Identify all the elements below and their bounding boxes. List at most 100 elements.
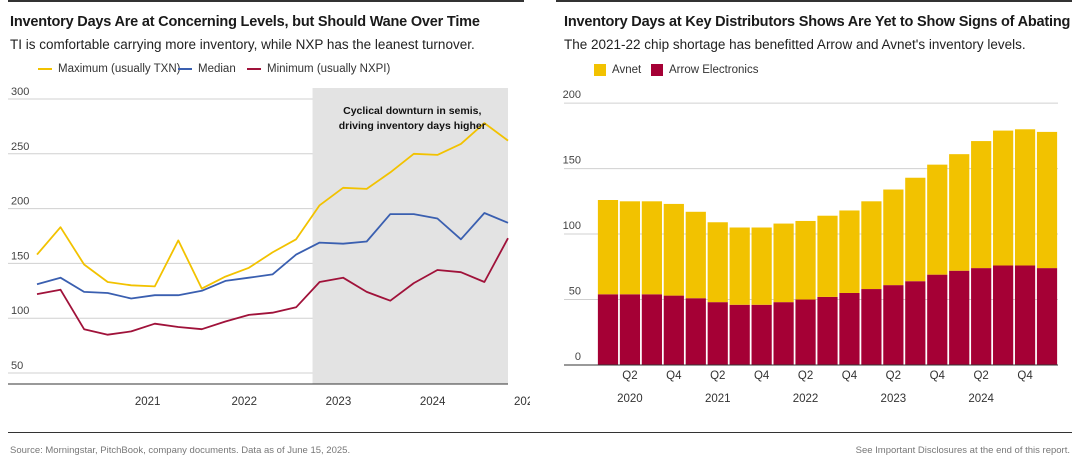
right-y-tick-label: 0	[575, 351, 581, 363]
bar-avnet	[883, 189, 904, 286]
annotation-line-2: driving inventory days higher	[339, 120, 486, 132]
bar-avnet	[707, 222, 728, 303]
legend-label-maximum: Maximum (usually TXN)	[58, 63, 181, 75]
right-y-tick-label: 150	[563, 155, 581, 167]
bar-avnet	[905, 177, 926, 282]
right-x-tick-label: Q4	[930, 370, 946, 382]
bar-arrow-electronics	[751, 304, 772, 365]
bar-arrow-electronics	[817, 296, 838, 365]
bar-avnet	[619, 201, 641, 295]
bar-avnet	[597, 200, 619, 295]
left-chart-title: Inventory Days Are at Concerning Levels,…	[10, 14, 480, 30]
legend-swatch-avnet	[594, 64, 606, 76]
series-line-maximum	[36, 122, 509, 290]
left-y-tick-label: 150	[11, 250, 29, 262]
right-x-tick-label: Q2	[973, 370, 988, 382]
right-x-year-label: 2020	[617, 393, 643, 405]
right-x-tick-label: Q4	[666, 370, 682, 382]
left-x-tick-label: 2024	[420, 396, 446, 408]
right-stacked-bar-chart: 0 50 100 150 200 Q2 Q4 Q2 Q4 Q2 Q4 Q2 Q4 Q2 Q4 2020 2021…	[563, 89, 1058, 405]
bar-avnet	[663, 203, 684, 296]
bar-arrow-electronics	[1036, 268, 1058, 365]
series-line-minimum	[36, 237, 509, 336]
left-chart-subtitle: TI is comfortable carrying more inventor…	[10, 37, 475, 52]
bar-arrow-electronics	[861, 289, 882, 365]
bar-arrow-electronics	[619, 294, 641, 365]
left-line-chart: 50 100 150 200 250 300 2021 2022 2023 2024 2025 Cy…	[8, 86, 530, 408]
bar-arrow-electronics	[685, 298, 706, 365]
bar-avnet	[861, 201, 882, 290]
bar-arrow-electronics	[597, 294, 619, 365]
left-x-tick-label: 2023	[326, 396, 352, 408]
annotation-line-1: Cyclical downturn in semis,	[343, 105, 481, 117]
legend-median: Median	[178, 63, 236, 75]
bar-avnet	[971, 141, 992, 269]
legend-avnet: Avnet	[594, 64, 641, 76]
left-x-tick-label: 2021	[135, 396, 161, 408]
legend-maximum: Maximum (usually TXN)	[38, 63, 180, 75]
bar-avnet	[1036, 131, 1058, 269]
bar-arrow-electronics	[707, 302, 728, 365]
bar-avnet	[685, 211, 706, 299]
bar-arrow-electronics	[927, 274, 948, 365]
right-x-year-label: 2024	[968, 393, 994, 405]
right-x-tick-label: Q4	[842, 370, 858, 382]
left-top-rule	[8, 0, 524, 2]
left-y-tick-label: 300	[11, 86, 29, 98]
legend-swatch-median	[178, 68, 192, 70]
right-y-tick-label: 200	[563, 89, 581, 101]
series-line-median	[36, 212, 509, 300]
bar-arrow-electronics	[773, 302, 794, 365]
bar-avnet	[1014, 129, 1036, 266]
right-x-tick-label: Q2	[798, 370, 813, 382]
legend-label-minimum: Minimum (usually NXPI)	[267, 63, 391, 75]
left-x-tick-label: 2025	[514, 396, 530, 408]
bar-avnet	[993, 130, 1014, 266]
right-x-tick-label: Q4	[754, 370, 770, 382]
bar-avnet	[927, 164, 948, 275]
bar-avnet	[773, 223, 794, 303]
legend-label-arrow: Arrow Electronics	[669, 64, 759, 76]
right-y-tick-label: 50	[569, 286, 581, 298]
bar-arrow-electronics	[729, 304, 750, 365]
left-x-tick-label: 2022	[231, 396, 257, 408]
bar-arrow-electronics	[663, 295, 684, 365]
bar-avnet	[729, 227, 750, 305]
bar-avnet	[795, 220, 816, 300]
left-y-tick-label: 50	[11, 360, 23, 372]
footer-rule	[8, 432, 1072, 433]
legend-swatch-arrow	[651, 64, 663, 76]
right-x-year-label: 2021	[705, 393, 731, 405]
right-chart-subtitle: The 2021-22 chip shortage has benefitted…	[564, 37, 1026, 52]
left-y-tick-label: 200	[11, 196, 29, 208]
legend-swatch-maximum	[38, 68, 52, 70]
disclosure-note: See Important Disclosures at the end of …	[855, 445, 1070, 456]
left-y-tick-label: 250	[11, 141, 29, 153]
right-y-tick-label: 100	[563, 220, 581, 232]
bar-avnet	[817, 215, 838, 297]
bar-arrow-electronics	[949, 270, 970, 365]
right-x-tick-label: Q2	[710, 370, 725, 382]
left-y-tick-label: 100	[11, 305, 29, 317]
right-chart-title: Inventory Days at Key Distributors Shows…	[564, 14, 1071, 30]
legend-swatch-minimum	[247, 68, 261, 70]
bar-arrow-electronics	[795, 299, 816, 365]
right-x-tick-label: Q2	[622, 370, 637, 382]
legend-label-median: Median	[198, 63, 236, 75]
bar-arrow-electronics	[839, 292, 860, 365]
right-x-year-label: 2022	[793, 393, 819, 405]
source-note: Source: Morningstar, PitchBook, company …	[10, 445, 351, 456]
right-x-tick-label: Q2	[886, 370, 901, 382]
bar-arrow-electronics	[993, 265, 1014, 365]
bar-arrow-electronics	[971, 268, 992, 365]
bar-arrow-electronics	[641, 294, 662, 365]
bar-avnet	[839, 210, 860, 293]
bar-avnet	[949, 154, 970, 271]
bar-arrow-electronics	[905, 281, 926, 365]
legend-label-avnet: Avnet	[612, 64, 642, 76]
bar-arrow-electronics	[883, 285, 904, 365]
legend-minimum: Minimum (usually NXPI)	[247, 63, 390, 75]
bar-avnet	[641, 201, 662, 295]
right-top-rule	[556, 0, 1072, 2]
right-x-tick-label: Q4	[1017, 370, 1033, 382]
